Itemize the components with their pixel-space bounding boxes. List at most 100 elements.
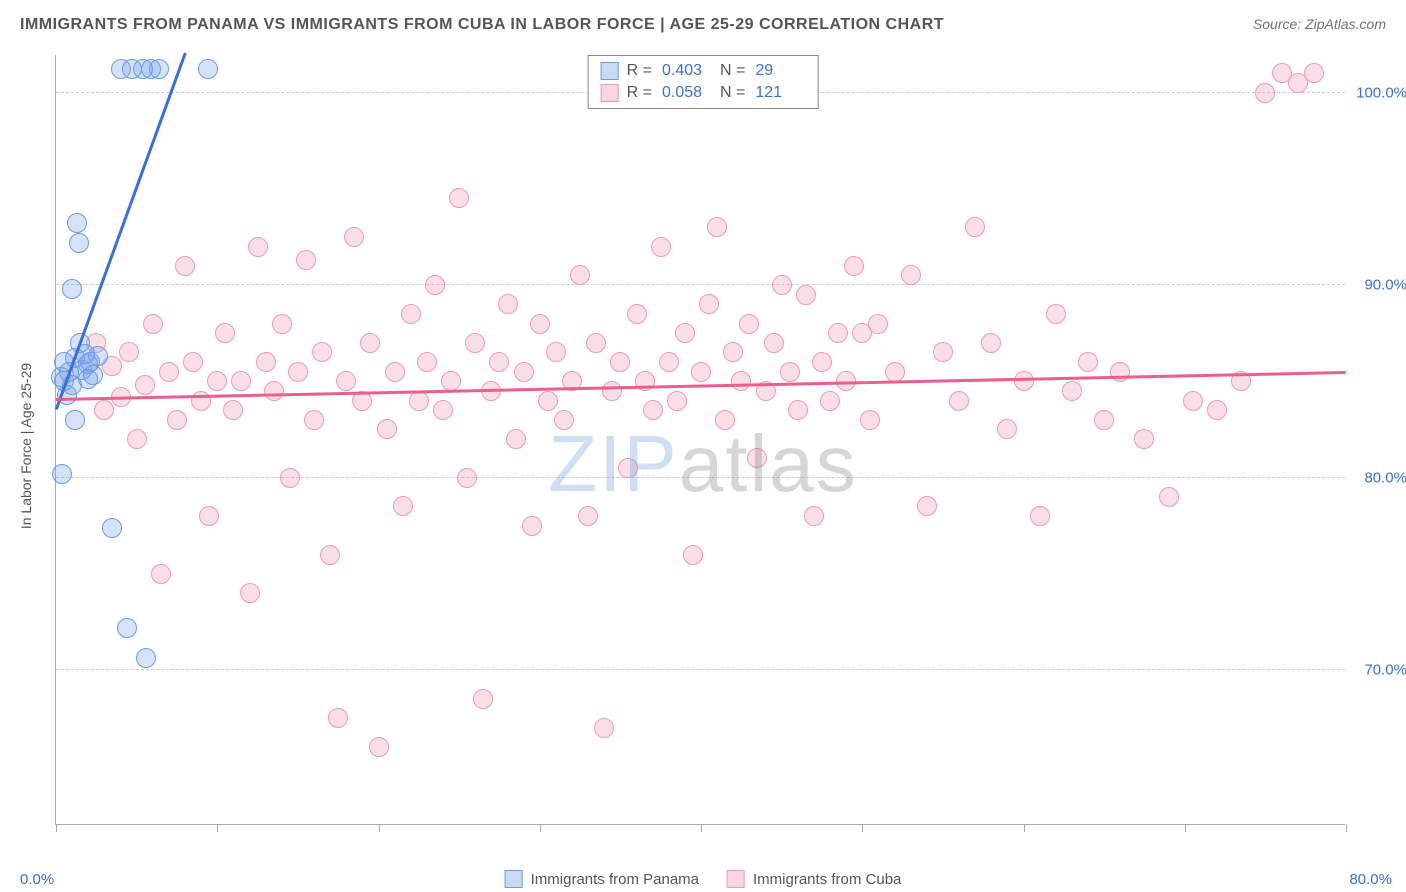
data-point — [119, 342, 139, 362]
legend-swatch — [505, 870, 523, 888]
data-point — [764, 333, 784, 353]
data-point — [149, 59, 169, 79]
data-point — [231, 371, 251, 391]
data-point — [707, 217, 727, 237]
data-point — [602, 381, 622, 401]
data-point — [715, 410, 735, 430]
legend-n-label: N = — [720, 84, 745, 102]
data-point — [965, 217, 985, 237]
legend-label: Immigrants from Panama — [531, 871, 699, 888]
data-point — [1183, 391, 1203, 411]
data-point — [328, 708, 348, 728]
data-point — [1134, 429, 1154, 449]
chart-title: IMMIGRANTS FROM PANAMA VS IMMIGRANTS FRO… — [20, 16, 944, 34]
data-point — [820, 391, 840, 411]
correlation-legend: R =0.403N =29R =0.058N =121 — [588, 55, 819, 109]
data-point — [1110, 362, 1130, 382]
data-point — [52, 464, 72, 484]
data-point — [651, 237, 671, 257]
data-point — [369, 737, 389, 757]
data-point — [280, 468, 300, 488]
data-point — [1207, 400, 1227, 420]
data-point — [618, 458, 638, 478]
data-point — [949, 391, 969, 411]
source-attribution: Source: ZipAtlas.com — [1253, 16, 1386, 32]
data-point — [433, 400, 453, 420]
data-point — [546, 342, 566, 362]
data-point — [594, 718, 614, 738]
data-point — [183, 352, 203, 372]
data-point — [522, 516, 542, 536]
data-point — [1255, 83, 1275, 103]
data-point — [1030, 506, 1050, 526]
data-point — [780, 362, 800, 382]
data-point — [514, 362, 534, 382]
data-point — [659, 352, 679, 372]
legend-row: R =0.403N =29 — [601, 60, 806, 82]
legend-n-value: 121 — [755, 84, 805, 102]
x-tick — [217, 824, 218, 832]
x-tick — [1346, 824, 1347, 832]
data-point — [94, 400, 114, 420]
legend-swatch — [727, 870, 745, 888]
data-point — [530, 314, 550, 334]
legend-r-value: 0.403 — [662, 62, 712, 80]
data-point — [796, 285, 816, 305]
data-point — [344, 227, 364, 247]
y-tick-label: 80.0% — [1364, 469, 1406, 486]
data-point — [506, 429, 526, 449]
data-point — [699, 294, 719, 314]
data-point — [868, 314, 888, 334]
data-point — [570, 265, 590, 285]
x-axis-min-label: 0.0% — [20, 871, 54, 888]
data-point — [804, 506, 824, 526]
data-point — [844, 256, 864, 276]
gridline — [56, 477, 1345, 478]
x-tick — [1024, 824, 1025, 832]
data-point — [248, 237, 268, 257]
data-point — [739, 314, 759, 334]
data-point — [417, 352, 437, 372]
data-point — [627, 304, 647, 324]
data-point — [256, 352, 276, 372]
gridline — [56, 284, 1345, 285]
data-point — [385, 362, 405, 382]
data-point — [135, 375, 155, 395]
data-point — [828, 323, 848, 343]
data-point — [578, 506, 598, 526]
data-point — [933, 342, 953, 362]
data-point — [1062, 381, 1082, 401]
legend-row: R =0.058N =121 — [601, 82, 806, 104]
series-legend: Immigrants from Panama Immigrants from Cu… — [505, 870, 902, 888]
legend-item: Immigrants from Cuba — [727, 870, 901, 888]
data-point — [191, 391, 211, 411]
y-axis-title: In Labor Force | Age 25-29 — [18, 363, 34, 529]
data-point — [473, 689, 493, 709]
legend-r-label: R = — [627, 84, 652, 102]
data-point — [498, 294, 518, 314]
data-point — [264, 381, 284, 401]
data-point — [675, 323, 695, 343]
data-point — [159, 362, 179, 382]
data-point — [288, 362, 308, 382]
data-point — [240, 583, 260, 603]
data-point — [1159, 487, 1179, 507]
data-point — [788, 400, 808, 420]
data-point — [1304, 63, 1324, 83]
data-point — [401, 304, 421, 324]
data-point — [812, 352, 832, 372]
data-point — [489, 352, 509, 372]
legend-r-label: R = — [627, 62, 652, 80]
data-point — [538, 391, 558, 411]
data-point — [207, 371, 227, 391]
y-tick-label: 90.0% — [1364, 277, 1406, 294]
data-point — [377, 419, 397, 439]
x-axis-max-label: 80.0% — [1349, 871, 1392, 888]
x-tick — [1185, 824, 1186, 832]
data-point — [215, 323, 235, 343]
data-point — [772, 275, 792, 295]
data-point — [320, 545, 340, 565]
data-point — [667, 391, 687, 411]
data-point — [175, 256, 195, 276]
data-point — [691, 362, 711, 382]
